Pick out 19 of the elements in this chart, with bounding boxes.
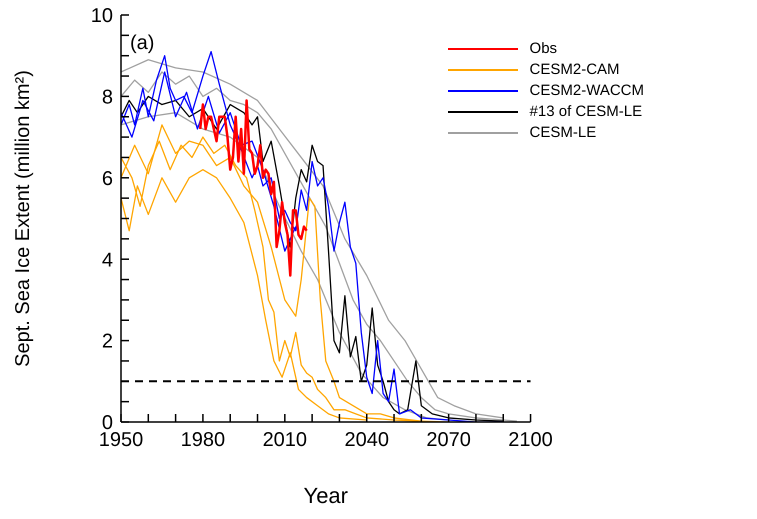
legend-label: Obs bbox=[530, 39, 558, 59]
legend-label: CESM2-WACCM bbox=[530, 81, 644, 101]
annotation: (a) bbox=[130, 32, 154, 55]
x-tick-label: 2040 bbox=[344, 429, 389, 452]
x-tick-label: 1980 bbox=[180, 429, 226, 452]
x-tick-label: 1950 bbox=[98, 429, 144, 452]
x-axis-title: Year bbox=[304, 483, 348, 508]
y-tick-label: 8 bbox=[102, 86, 113, 108]
y-tick-label: 2 bbox=[102, 330, 113, 353]
x-tick-label: 2070 bbox=[426, 429, 471, 452]
y-tick-label: 4 bbox=[102, 249, 113, 272]
y-tick-label: 10 bbox=[90, 5, 113, 28]
legend-label: CESM-LE bbox=[530, 123, 596, 143]
y-axis-title: Sept. Sea Ice Extent (million km²) bbox=[12, 70, 34, 367]
y-tick-label: 6 bbox=[102, 168, 113, 190]
legend-label: CESM2-CAM bbox=[530, 60, 620, 80]
x-tick-label: 2010 bbox=[262, 429, 308, 452]
x-tick-label: 2100 bbox=[508, 429, 553, 452]
legend-label: #13 of CESM-LE bbox=[530, 102, 642, 122]
